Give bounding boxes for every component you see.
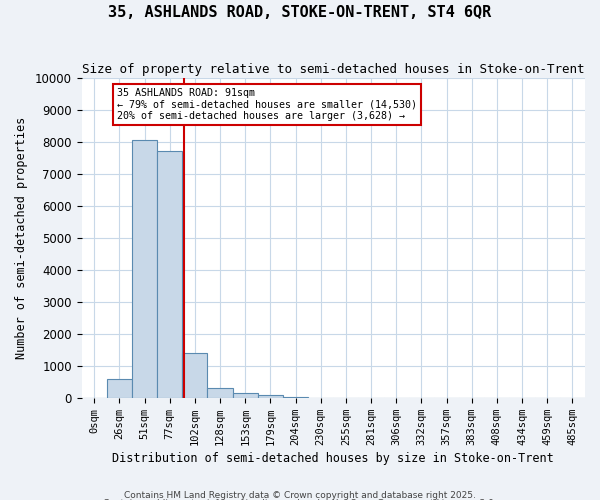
- Text: 35 ASHLANDS ROAD: 91sqm
← 79% of semi-detached houses are smaller (14,530)
20% o: 35 ASHLANDS ROAD: 91sqm ← 79% of semi-de…: [117, 88, 417, 121]
- Bar: [157, 151, 182, 398]
- Text: 35, ASHLANDS ROAD, STOKE-ON-TRENT, ST4 6QR: 35, ASHLANDS ROAD, STOKE-ON-TRENT, ST4 6…: [109, 5, 491, 20]
- Bar: [283, 396, 308, 398]
- Bar: [107, 378, 132, 398]
- Bar: [182, 353, 208, 398]
- Bar: [233, 393, 258, 398]
- Text: Contains HM Land Registry data © Crown copyright and database right 2025.: Contains HM Land Registry data © Crown c…: [124, 490, 476, 500]
- Y-axis label: Number of semi-detached properties: Number of semi-detached properties: [15, 117, 28, 359]
- X-axis label: Distribution of semi-detached houses by size in Stoke-on-Trent: Distribution of semi-detached houses by …: [112, 452, 554, 465]
- Bar: [208, 388, 233, 398]
- Bar: [258, 396, 283, 398]
- Bar: [132, 140, 157, 398]
- Title: Size of property relative to semi-detached houses in Stoke-on-Trent: Size of property relative to semi-detach…: [82, 62, 584, 76]
